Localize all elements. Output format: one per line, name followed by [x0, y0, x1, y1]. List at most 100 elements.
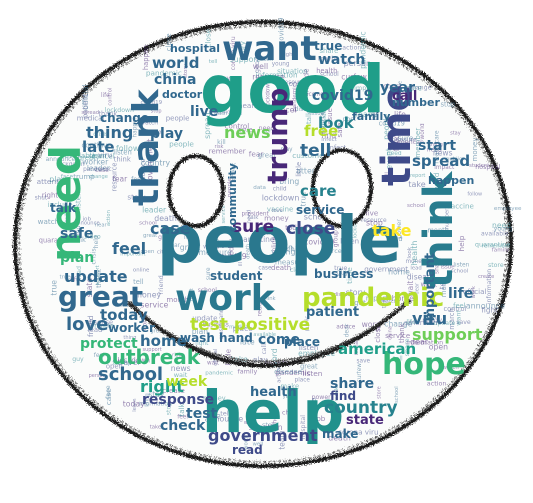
filler-word: attention [37, 177, 71, 186]
filler-word: play [281, 147, 294, 153]
filler-word: watch [443, 365, 459, 371]
filler-word: word [243, 436, 249, 450]
filler-word: report [366, 294, 389, 303]
filler-word: talk [65, 211, 71, 222]
filler-word: pandemic [275, 368, 311, 377]
word-update: update [64, 267, 128, 286]
filler-word: share [320, 47, 339, 55]
filler-word: person [262, 129, 281, 135]
filler-word: online [289, 80, 310, 88]
filler-word: official [81, 84, 90, 110]
filler-word: tell [264, 56, 274, 63]
word-live: live [190, 104, 218, 120]
filler-word: true [334, 264, 347, 272]
filler-word: school [451, 269, 469, 275]
filler-word: pandemic [359, 31, 368, 68]
filler-word: save [456, 319, 471, 326]
filler-word: love [272, 208, 283, 214]
filler-word: update [434, 320, 456, 327]
word-worker: worker [108, 321, 155, 335]
word-check: check [160, 418, 206, 434]
filler-word: live [366, 209, 379, 218]
filler-word: hospital [475, 164, 500, 171]
filler-word: sure [398, 133, 414, 142]
filler-word: event [384, 148, 393, 169]
filler-word: feel [453, 302, 466, 310]
filler-word: tell [382, 299, 388, 308]
filler-word: people [382, 114, 391, 140]
filler-word: bring [145, 393, 151, 406]
filler-word: worker [82, 158, 109, 167]
filler-word: bring [279, 177, 299, 186]
filler-word: disease [87, 319, 113, 327]
filler-word: quarantine [475, 241, 510, 249]
filler-word: wait [207, 360, 220, 366]
filler-word: fear [249, 150, 264, 159]
filler-word: listen [453, 262, 469, 268]
filler-word: kill [212, 405, 220, 411]
filler-word: pandemic [83, 167, 112, 173]
filler-word: week [334, 386, 340, 401]
filler-word: source [140, 159, 147, 180]
filler-word: control [107, 88, 113, 106]
filler-word: sure [206, 267, 212, 280]
filler-word: stop [165, 402, 172, 415]
filler-word: include [48, 201, 73, 209]
filler-word: trump [112, 359, 131, 367]
filler-word: public [446, 157, 462, 163]
filler-word: service [221, 205, 227, 223]
filler-word: world [115, 303, 130, 309]
filler-word: talk [305, 110, 313, 124]
filler-word: customer [292, 151, 326, 160]
filler-word: remember [209, 146, 246, 155]
filler-word: friend [86, 315, 95, 337]
word-country: country [324, 398, 398, 418]
filler-word: risk [215, 144, 224, 150]
filler-word: health [94, 322, 114, 330]
filler-word: service [140, 301, 168, 310]
filler-word: lead [76, 266, 83, 279]
filler-word: city [225, 76, 237, 84]
word-right: right [140, 377, 184, 396]
filler-word: life [406, 319, 415, 326]
filler-word: talk [248, 215, 259, 221]
filler-word: team [278, 430, 287, 449]
filler-word: corona viru [338, 428, 379, 437]
filler-word: country [141, 158, 171, 167]
filler-word: school [394, 386, 400, 403]
filler-word: update [192, 313, 218, 322]
filler-word: covid19 [217, 109, 237, 115]
filler-word: post [370, 326, 381, 332]
filler-word: march [381, 299, 397, 305]
filler-word: action [106, 210, 112, 226]
filler-word: remember [482, 243, 511, 249]
filler-word: vaccine [267, 205, 293, 213]
filler-word: treat [189, 287, 195, 301]
word-start: start [418, 138, 456, 154]
word-read: read [232, 443, 263, 457]
filler-word: friend [157, 275, 165, 294]
filler-word: great [158, 234, 175, 241]
word-support: support [412, 325, 483, 344]
filler-word: maybe [217, 241, 236, 247]
filler-word: need [247, 209, 253, 223]
filler-word: announce [205, 414, 244, 423]
filler-word: close [180, 228, 193, 234]
filler-word: watch [38, 217, 60, 226]
word-important: important [423, 253, 438, 326]
filler-word: happen [142, 45, 150, 70]
filler-word: dear [344, 323, 351, 337]
filler-word: close [373, 324, 382, 343]
filler-word: report [410, 173, 425, 179]
word-case: case [150, 219, 191, 238]
left-eye [167, 154, 225, 228]
word-china: china [154, 72, 196, 88]
filler-word: ill [238, 262, 244, 266]
filler-word: school [139, 220, 157, 226]
filler-word: young [494, 226, 513, 233]
word-sure: sure [232, 217, 274, 237]
filler-word: well [253, 441, 264, 447]
filler-word: look [407, 246, 413, 258]
word-safe: safe [60, 226, 93, 242]
filler-word: child [273, 186, 287, 192]
